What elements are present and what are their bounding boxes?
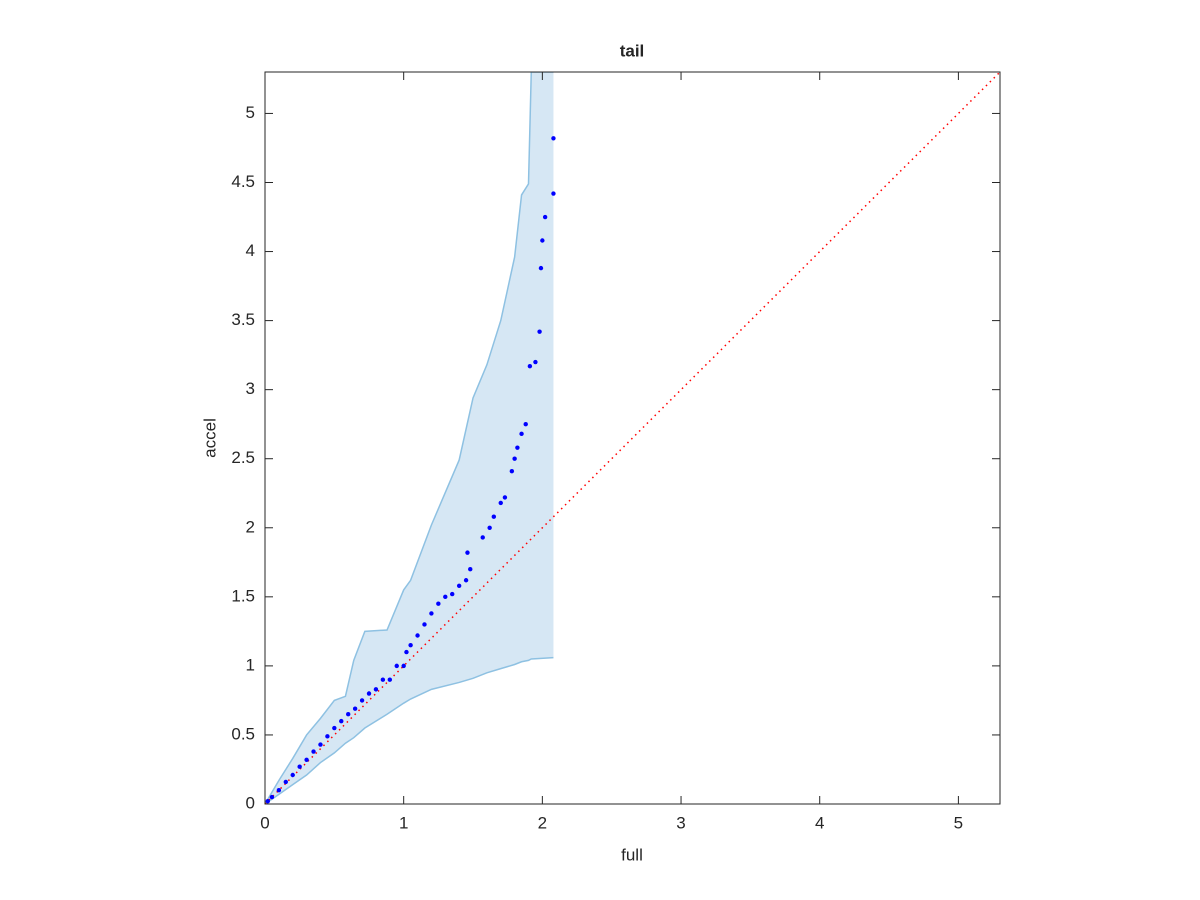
- point: [551, 191, 556, 196]
- point: [502, 495, 508, 500]
- y-tick-label: 0.5: [231, 724, 255, 743]
- point: [537, 329, 542, 334]
- point: [523, 421, 528, 427]
- point: [468, 567, 473, 572]
- point: [304, 757, 309, 763]
- y-tick-label: 5: [246, 103, 255, 122]
- point: [450, 591, 455, 597]
- point: [512, 456, 517, 461]
- point: [465, 550, 470, 555]
- y-tick-label: 2.5: [231, 448, 255, 467]
- y-tick-label: 1.5: [231, 586, 255, 605]
- x-tick-label: 4: [815, 813, 824, 832]
- point: [366, 691, 372, 696]
- point: [346, 712, 351, 717]
- point: [443, 594, 448, 600]
- y-tick-label: 3: [246, 379, 255, 398]
- point: [339, 718, 344, 724]
- point: [318, 742, 323, 747]
- band-lower: [265, 656, 554, 804]
- point: [332, 725, 337, 731]
- y-tick-label: 2: [246, 517, 255, 536]
- point: [265, 799, 270, 804]
- point: [480, 535, 485, 540]
- point: [509, 468, 515, 474]
- y-axis-label: accel: [200, 418, 219, 458]
- point: [373, 687, 379, 692]
- point: [436, 601, 441, 606]
- x-tick-label: 0: [260, 813, 269, 832]
- band-fill: [265, 72, 554, 804]
- point: [404, 649, 409, 655]
- point: [269, 794, 275, 800]
- point: [415, 633, 420, 638]
- point: [491, 514, 497, 519]
- point: [408, 642, 413, 648]
- point: [551, 136, 556, 141]
- y-tick-label: 3.5: [231, 310, 255, 329]
- point: [276, 787, 282, 793]
- axes-box: [264, 71, 1001, 805]
- x-axis-label: full: [621, 845, 643, 864]
- point: [527, 363, 533, 369]
- point: [487, 525, 492, 530]
- point: [456, 583, 462, 588]
- point: [515, 445, 520, 450]
- point: [297, 764, 302, 769]
- x-tick-label: 2: [538, 813, 547, 832]
- y-tick-label: 1: [246, 655, 255, 674]
- band-upper: [265, 72, 554, 804]
- point: [325, 734, 330, 739]
- point: [394, 663, 399, 669]
- point: [429, 611, 434, 616]
- point: [359, 698, 365, 703]
- reference-line: [265, 72, 1000, 804]
- point: [542, 214, 548, 220]
- point: [352, 706, 358, 711]
- point: [311, 749, 316, 754]
- y-tick-label: 4: [246, 241, 255, 260]
- x-tick-label: 3: [676, 813, 685, 832]
- point: [538, 265, 544, 271]
- x-tick-label: 1: [399, 813, 408, 832]
- x-tick-label: 5: [954, 813, 963, 832]
- point: [401, 663, 406, 669]
- point: [283, 779, 289, 785]
- point: [519, 431, 524, 437]
- y-tick-label: 0: [246, 793, 255, 812]
- y-tick-label: 4.5: [231, 172, 255, 191]
- point: [540, 238, 545, 243]
- point: [498, 500, 503, 506]
- point: [380, 677, 386, 682]
- chart-title: tail: [620, 41, 645, 60]
- point: [533, 359, 538, 365]
- point: [422, 622, 427, 627]
- point: [387, 677, 393, 682]
- point: [463, 578, 469, 583]
- point: [290, 772, 295, 778]
